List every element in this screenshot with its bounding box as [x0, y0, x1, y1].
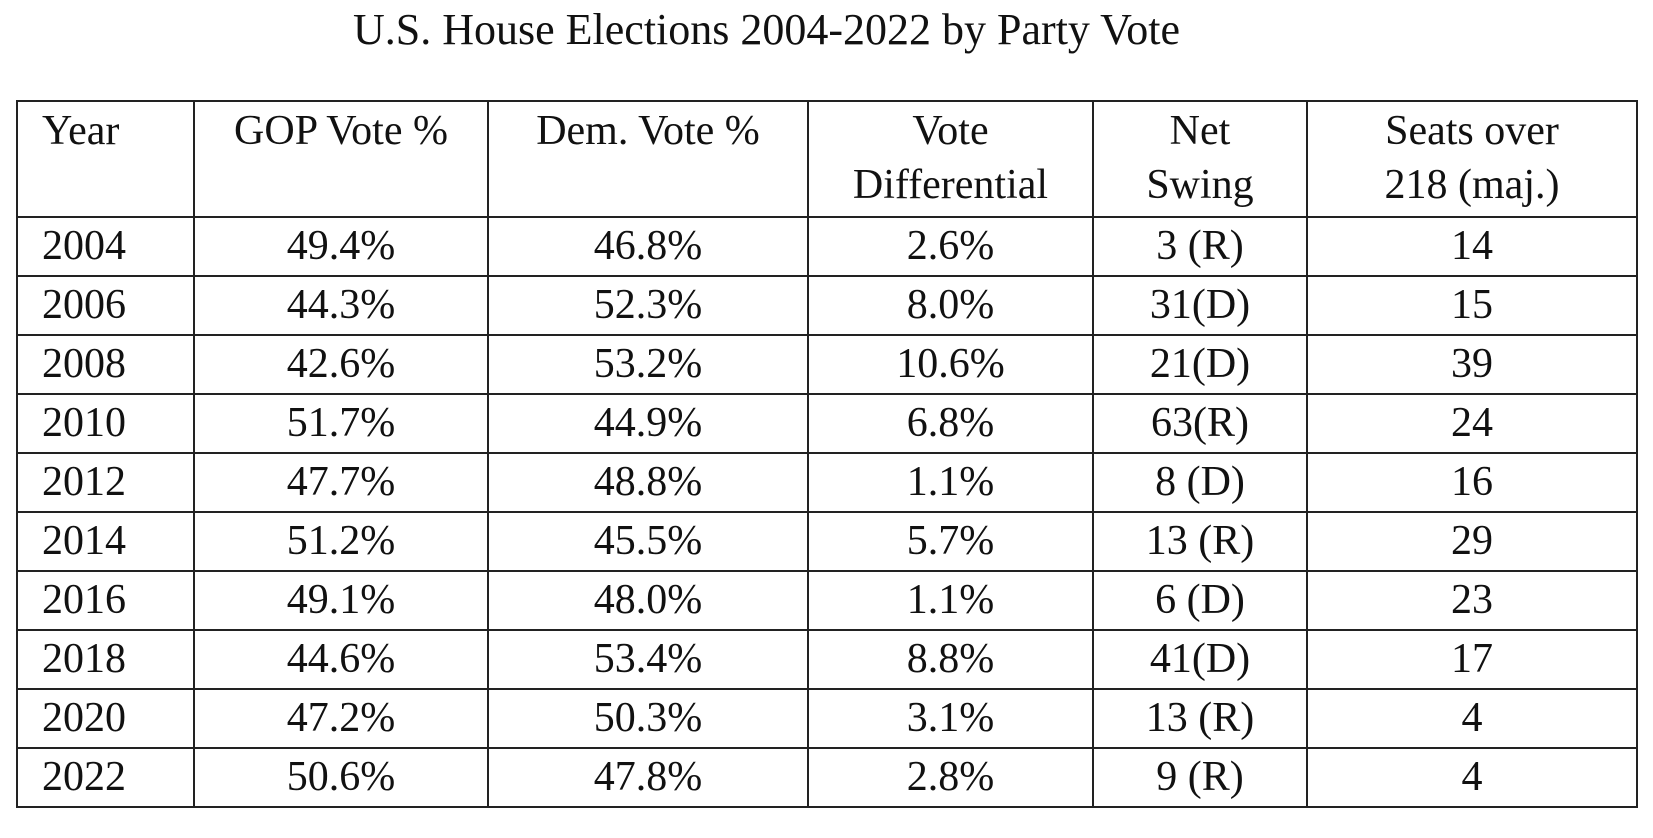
cell-net-swing: 63(R)	[1092, 393, 1308, 454]
cell-dem-vote: 44.9%	[487, 393, 809, 454]
header-year: Year	[16, 100, 195, 218]
cell-year: 2020	[16, 688, 195, 749]
cell-dem-vote: 50.3%	[487, 688, 809, 749]
cell-year: 2006	[16, 275, 195, 336]
results-table: Year GOP Vote % Dem. Vote % Vote Differe…	[16, 100, 1638, 808]
cell-gop-vote: 51.7%	[193, 393, 489, 454]
cell-net-swing: 9 (R)	[1092, 747, 1308, 808]
cell-vote-differential: 8.8%	[807, 629, 1094, 690]
cell-seats-over-majority: 16	[1306, 452, 1638, 513]
cell-year: 2010	[16, 393, 195, 454]
header-seats-over-majority-line-1: Seats over	[1385, 108, 1559, 154]
cell-year: 2014	[16, 511, 195, 572]
cell-dem-vote: 48.8%	[487, 452, 809, 513]
cell-net-swing: 13 (R)	[1092, 688, 1308, 749]
cell-seats-over-majority: 4	[1306, 747, 1638, 808]
header-gop-vote: GOP Vote %	[193, 100, 489, 218]
table-row: 2006 44.3% 52.3% 8.0% 31(D) 15	[16, 275, 1638, 336]
table-row: 2012 47.7% 48.8% 1.1% 8 (D) 16	[16, 452, 1638, 513]
header-vote-differential-line-2: Differential	[852, 162, 1049, 208]
cell-gop-vote: 44.6%	[193, 629, 489, 690]
cell-net-swing: 6 (D)	[1092, 570, 1308, 631]
cell-gop-vote: 49.4%	[193, 216, 489, 277]
cell-dem-vote: 45.5%	[487, 511, 809, 572]
cell-vote-differential: 1.1%	[807, 570, 1094, 631]
cell-net-swing: 13 (R)	[1092, 511, 1308, 572]
cell-seats-over-majority: 17	[1306, 629, 1638, 690]
cell-year: 2008	[16, 334, 195, 395]
table-row: 2010 51.7% 44.9% 6.8% 63(R) 24	[16, 393, 1638, 454]
cell-seats-over-majority: 29	[1306, 511, 1638, 572]
cell-vote-differential: 3.1%	[807, 688, 1094, 749]
cell-net-swing: 41(D)	[1092, 629, 1308, 690]
cell-dem-vote: 53.4%	[487, 629, 809, 690]
cell-gop-vote: 51.2%	[193, 511, 489, 572]
cell-dem-vote: 53.2%	[487, 334, 809, 395]
cell-year: 2018	[16, 629, 195, 690]
cell-dem-vote: 52.3%	[487, 275, 809, 336]
header-gop-vote-line: GOP Vote %	[234, 108, 448, 154]
cell-year: 2012	[16, 452, 195, 513]
header-dem-vote-line: Dem. Vote %	[536, 108, 760, 154]
cell-year: 2022	[16, 747, 195, 808]
cell-net-swing: 3 (R)	[1092, 216, 1308, 277]
cell-seats-over-majority: 14	[1306, 216, 1638, 277]
table-row: 2004 49.4% 46.8% 2.6% 3 (R) 14	[16, 216, 1638, 277]
cell-vote-differential: 2.8%	[807, 747, 1094, 808]
cell-seats-over-majority: 15	[1306, 275, 1638, 336]
cell-gop-vote: 50.6%	[193, 747, 489, 808]
header-seats-over-majority-line-2: 218 (maj.)	[1384, 162, 1560, 208]
table-row: 2018 44.6% 53.4% 8.8% 41(D) 17	[16, 629, 1638, 690]
header-net-swing-line-2: Swing	[1146, 162, 1254, 208]
table-row: 2020 47.2% 50.3% 3.1% 13 (R) 4	[16, 688, 1638, 749]
cell-vote-differential: 8.0%	[807, 275, 1094, 336]
header-row: Year GOP Vote % Dem. Vote % Vote Differe…	[16, 100, 1638, 218]
cell-vote-differential: 5.7%	[807, 511, 1094, 572]
cell-vote-differential: 1.1%	[807, 452, 1094, 513]
cell-seats-over-majority: 24	[1306, 393, 1638, 454]
cell-seats-over-majority: 39	[1306, 334, 1638, 395]
table-title: U.S. House Elections 2004-2022 by Party …	[353, 5, 1180, 54]
header-net-swing-line-1: Net	[1169, 108, 1231, 154]
header-vote-differential: Vote Differential	[807, 100, 1094, 218]
cell-dem-vote: 48.0%	[487, 570, 809, 631]
cell-vote-differential: 10.6%	[807, 334, 1094, 395]
header-dem-vote: Dem. Vote %	[487, 100, 809, 218]
header-net-swing: Net Swing	[1092, 100, 1308, 218]
table-row: 2022 50.6% 47.8% 2.8% 9 (R) 4	[16, 747, 1638, 808]
table-row: 2014 51.2% 45.5% 5.7% 13 (R) 29	[16, 511, 1638, 572]
cell-gop-vote: 42.6%	[193, 334, 489, 395]
cell-dem-vote: 47.8%	[487, 747, 809, 808]
cell-year: 2004	[16, 216, 195, 277]
table-row: 2008 42.6% 53.2% 10.6% 21(D) 39	[16, 334, 1638, 395]
cell-net-swing: 31(D)	[1092, 275, 1308, 336]
cell-seats-over-majority: 4	[1306, 688, 1638, 749]
cell-gop-vote: 44.3%	[193, 275, 489, 336]
cell-net-swing: 8 (D)	[1092, 452, 1308, 513]
header-year-line: Year	[42, 108, 120, 154]
cell-vote-differential: 6.8%	[807, 393, 1094, 454]
cell-gop-vote: 49.1%	[193, 570, 489, 631]
header-seats-over-majority: Seats over 218 (maj.)	[1306, 100, 1638, 218]
cell-seats-over-majority: 23	[1306, 570, 1638, 631]
table-row: 2016 49.1% 48.0% 1.1% 6 (D) 23	[16, 570, 1638, 631]
cell-net-swing: 21(D)	[1092, 334, 1308, 395]
cell-year: 2016	[16, 570, 195, 631]
header-vote-differential-line-1: Vote	[912, 108, 989, 154]
cell-dem-vote: 46.8%	[487, 216, 809, 277]
cell-vote-differential: 2.6%	[807, 216, 1094, 277]
cell-gop-vote: 47.2%	[193, 688, 489, 749]
cell-gop-vote: 47.7%	[193, 452, 489, 513]
table-body: 2004 49.4% 46.8% 2.6% 3 (R) 14 2006 44.3% 52.3% 8…	[16, 216, 1638, 808]
